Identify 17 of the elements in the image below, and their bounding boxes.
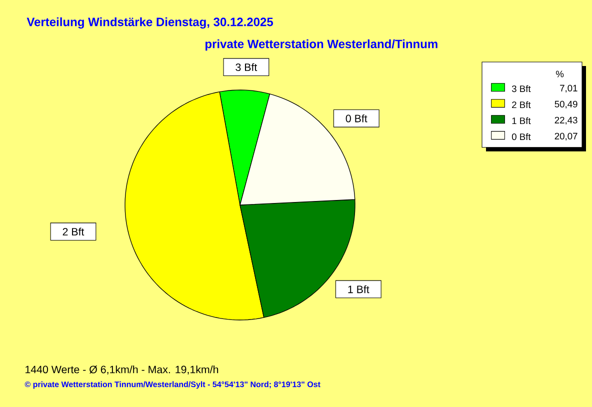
slice-label: 3 Bft <box>236 63 258 72</box>
data-label: 50,49 <box>554 100 578 109</box>
data-label: 7,01 <box>560 84 578 93</box>
text: 1440 Werte - Ø 6,1km/h - Max. 19,1km/h <box>26 365 218 375</box>
data-label: 20,07 <box>554 132 578 141</box>
slice-label: 1 Bft <box>348 285 370 294</box>
legend-label: 2 Bft <box>512 101 531 108</box>
legend-label: 1 Bft <box>512 117 531 124</box>
legend-title: % <box>556 70 564 78</box>
text: © private Wetterstation Tinnum/Westerland/Sylt - 54°54'13" Nord; 8°19'13" Ost <box>24 381 320 389</box>
slice-label: 0 Bft <box>346 114 368 122</box>
chart-subtitle: private Wetterstation Westerland/Tinnum <box>206 39 438 51</box>
legend-label: 3 Bft <box>512 85 531 92</box>
slice-label: 2 Bft <box>62 228 84 236</box>
chart-title: Verteilung Windstärke Dienstag, 30.12.2025 <box>26 17 274 29</box>
legend-label: 0 Bft <box>512 133 531 140</box>
data-label: 22,43 <box>554 116 578 125</box>
